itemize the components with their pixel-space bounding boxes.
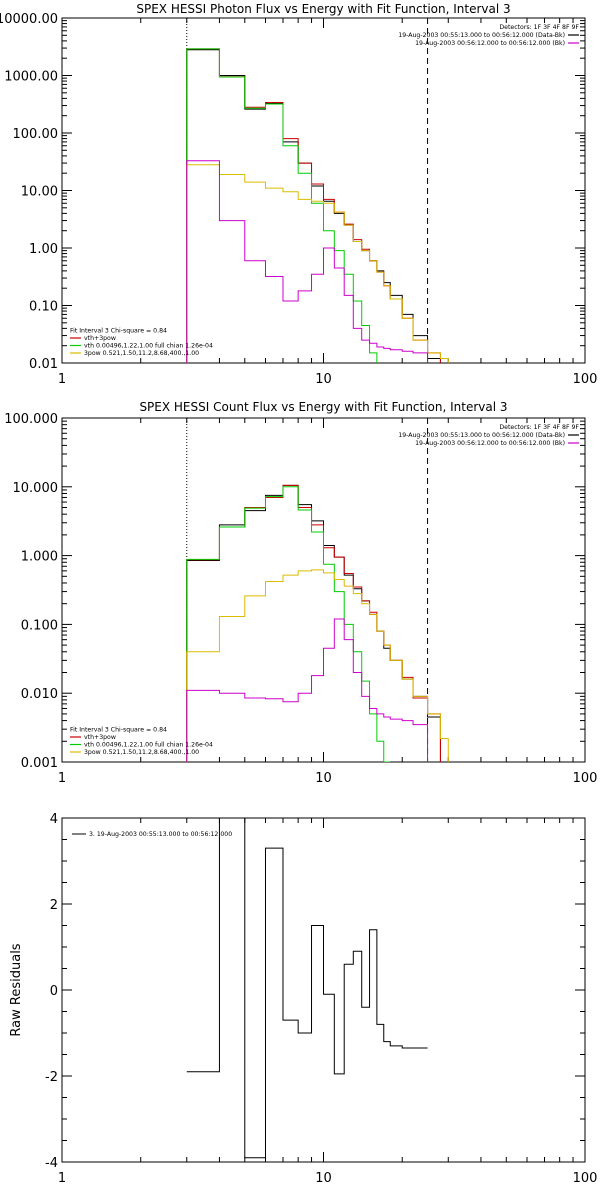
series-1-step-line — [186, 818, 428, 1159]
legend-bottom-text: vth+3pow — [84, 734, 116, 741]
series-5-step-line — [186, 160, 429, 363]
legend-top-text: Detectors: 1F 3F 4F 8F 9F — [499, 24, 579, 31]
chart-title: SPEX HESSI Photon Flux vs Energy with Fi… — [136, 2, 510, 16]
x-tick-label: 10 — [315, 771, 332, 786]
y-tick-label: 0.001 — [21, 756, 58, 771]
legend-top-text: 19-Aug-2003 00:56:12.000 to 00:56:12.000… — [415, 440, 565, 447]
y-tick-label: 0.01 — [29, 357, 58, 372]
y-tick-label: 100.00 — [13, 127, 59, 142]
legend-top-text: 19-Aug-2003 00:55:13.000 to 00:56:12.000… — [398, 432, 565, 439]
y-tick-label: 10.00 — [21, 185, 58, 200]
y-axis-label: Raw Residuals — [9, 943, 24, 1036]
chart-panel-3: 1 10 100 4 2 0 -2 -4 Raw Residuals 3. 19-Aug-2003… — [9, 812, 597, 1186]
x-tick-label: 100 — [573, 771, 598, 786]
y-tick-label: 10.000 — [13, 481, 59, 496]
y-tick-label: 1.000 — [21, 550, 58, 565]
x-tick-label: 100 — [573, 372, 598, 387]
y-tick-label: -4 — [45, 1156, 58, 1171]
y-tick-label: 4 — [50, 812, 58, 827]
y-tick-label: 0.010 — [21, 687, 58, 702]
x-tick-label: 100 — [573, 1171, 598, 1186]
plot-frame — [61, 417, 586, 763]
legend-bottom-text: Fit Interval 3 Chi-square = 0.84 — [70, 727, 167, 734]
x-tick-label: 1 — [58, 372, 66, 387]
series-4-step-line — [186, 569, 449, 762]
y-tick-label: 1000.00 — [4, 70, 58, 85]
x-tick-label: 10 — [315, 372, 332, 387]
data-area — [186, 818, 428, 1159]
series-3-step-line — [186, 486, 391, 762]
legend-bottom-text: vth+3pow — [84, 335, 116, 342]
legend-bottom-text: 3pow 0.521,1.50,11.2,8.68,400.,1.00 — [84, 749, 199, 756]
x-tick-label: 1 — [58, 1171, 66, 1186]
x-tick-label: 1 — [58, 771, 66, 786]
legend-bottom-text: Fit Interval 3 Chi-square = 0.84 — [70, 328, 167, 335]
y-tick-label: 2 — [50, 898, 58, 913]
legend-top-text: Detectors: 1F 3F 4F 8F 9F — [499, 424, 579, 431]
legend-top-text: 19-Aug-2003 00:55:13.000 to 00:56:12.000… — [398, 32, 565, 39]
y-tick-label: 10000.00 — [0, 12, 58, 27]
series-5-step-line — [186, 618, 429, 762]
series-3-step-line — [186, 48, 378, 363]
legend-bottom-text: 3pow 0.521,1.50,11.2,8.68,400.,1.00 — [84, 350, 199, 357]
series-4-step-line — [186, 164, 449, 363]
legend-bottom-text: vth 0.00496,1.22,1.00 full chian 1.26e-0… — [84, 742, 213, 749]
y-tick-label: 0 — [50, 984, 58, 999]
data-area — [186, 48, 449, 363]
x-tick-label: 10 — [315, 1171, 332, 1186]
y-tick-label: 1.00 — [29, 242, 58, 257]
legend-top-text: 19-Aug-2003 00:56:12.000 to 00:56:12.000… — [415, 40, 565, 47]
y-tick-label: -2 — [45, 1070, 58, 1085]
legend-bottom-text: vth 0.00496,1.22,1.00 full chian 1.26e-0… — [84, 343, 213, 350]
data-area — [186, 484, 449, 762]
legend-text: 3. 19-Aug-2003 00:55:13.000 to 00:56:12.… — [89, 831, 232, 838]
y-tick-label: 0.100 — [21, 618, 58, 633]
chart-panel-1: SPEX HESSI Photon Flux vs Energy with Fi… — [0, 2, 597, 387]
chart-title: SPEX HESSI Count Flux vs Energy with Fit… — [139, 400, 507, 414]
y-tick-label: 0.10 — [29, 300, 58, 315]
chart-panel-2: SPEX HESSI Count Flux vs Energy with Fit… — [4, 400, 597, 786]
y-tick-label: 100.000 — [4, 412, 58, 427]
